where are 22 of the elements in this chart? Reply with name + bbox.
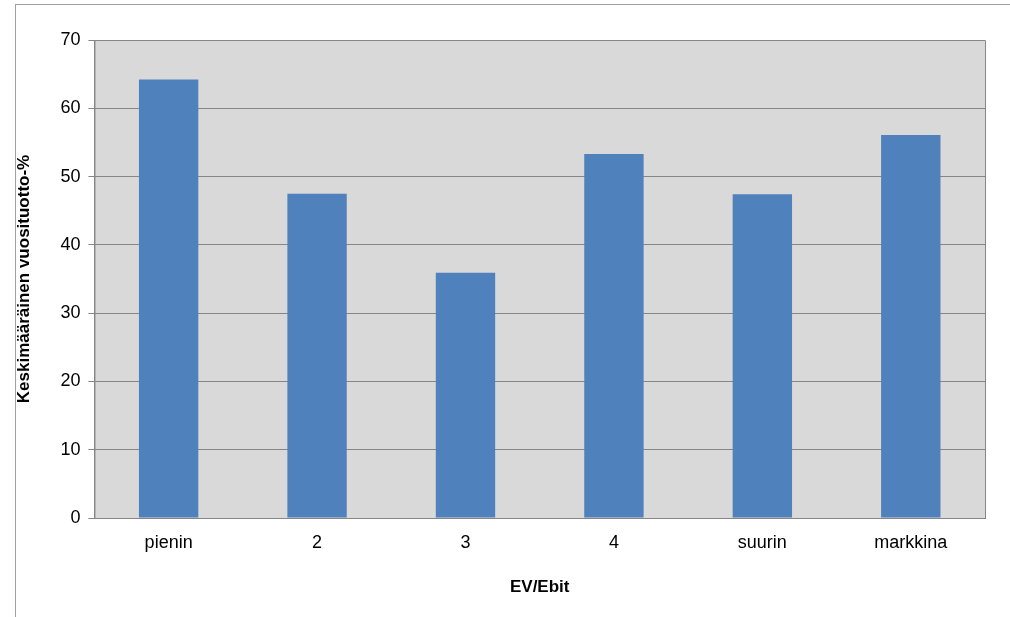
- x-tick-label: 2: [312, 531, 323, 552]
- bar: [584, 154, 644, 518]
- y-tick-label: 70: [60, 28, 81, 49]
- y-tick-label: 60: [60, 97, 81, 118]
- x-axis-title: EV/Ebit: [509, 577, 570, 597]
- x-tick-label: markkina: [874, 531, 949, 552]
- bar: [732, 194, 793, 518]
- y-tick-label: 0: [70, 506, 81, 527]
- bar: [287, 193, 347, 518]
- y-axis-title: Keskimääräinen vuosituotto-%: [13, 154, 33, 404]
- x-tick-label: 3: [460, 531, 471, 552]
- bar: [138, 79, 199, 518]
- y-tick-label: 20: [60, 370, 81, 391]
- bar: [435, 272, 496, 518]
- x-tick-label: pienin: [144, 531, 193, 552]
- x-tick-label: suurin: [737, 531, 787, 552]
- y-tick-label: 10: [60, 438, 81, 459]
- y-tick-label: 40: [60, 233, 81, 254]
- bar: [881, 134, 941, 518]
- x-tick-label: 4: [608, 531, 619, 552]
- y-tick-label: 30: [60, 302, 81, 323]
- y-tick-label: 50: [60, 165, 81, 186]
